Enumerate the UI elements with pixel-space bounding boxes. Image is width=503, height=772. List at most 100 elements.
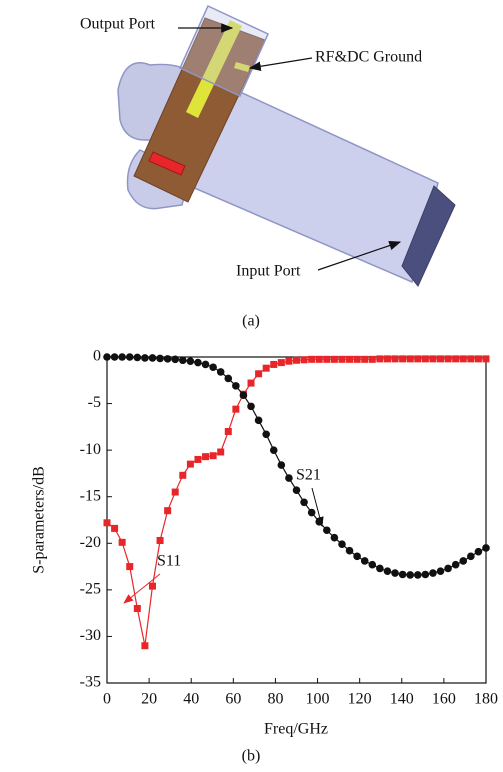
x-tick-label: 20 <box>141 691 157 708</box>
marker <box>179 356 187 364</box>
marker <box>414 571 422 579</box>
marker <box>346 547 354 555</box>
y-tick-label: -25 <box>80 581 101 598</box>
marker <box>384 567 392 575</box>
marker <box>323 526 331 534</box>
y-axis-label: S-parameters/dB <box>31 466 48 574</box>
marker <box>134 354 142 362</box>
marker <box>346 356 353 363</box>
marker <box>376 355 383 362</box>
marker <box>209 363 217 371</box>
marker <box>483 355 490 362</box>
marker <box>406 571 414 579</box>
x-tick-label: 140 <box>390 691 414 708</box>
marker <box>475 355 482 362</box>
marker <box>225 428 232 435</box>
marker <box>194 359 202 367</box>
marker <box>263 365 270 372</box>
marker <box>301 356 308 363</box>
marker <box>270 446 278 454</box>
marker <box>255 370 262 377</box>
marker <box>171 356 179 364</box>
marker <box>111 525 118 532</box>
x-axis-label: Freq/GHz <box>264 721 328 738</box>
marker <box>149 354 157 362</box>
marker <box>316 356 323 363</box>
marker <box>308 509 316 517</box>
marker <box>437 567 445 575</box>
marker <box>452 561 460 569</box>
x-tick-label: 40 <box>183 691 199 708</box>
marker <box>111 353 119 361</box>
marker <box>278 461 286 469</box>
marker <box>217 368 225 376</box>
y-tick-label: -35 <box>80 674 101 691</box>
marker <box>248 380 255 387</box>
figure: Output Port RF&DC Ground Input Port (a) … <box>0 0 503 772</box>
marker <box>460 355 467 362</box>
marker <box>399 571 407 579</box>
x-tick-label: 60 <box>225 691 241 708</box>
marker <box>164 355 172 363</box>
marker <box>126 353 134 361</box>
marker <box>270 361 277 368</box>
y-tick-label: -30 <box>80 627 101 644</box>
arrow <box>250 58 312 68</box>
x-tick-label: 160 <box>432 691 456 708</box>
marker <box>361 356 368 363</box>
marker <box>308 356 315 363</box>
marker <box>467 553 475 561</box>
marker <box>103 353 111 361</box>
marker <box>255 417 263 425</box>
marker <box>338 540 346 548</box>
marker <box>361 557 369 565</box>
marker <box>331 534 339 542</box>
marker <box>323 356 330 363</box>
x-tick-label: 0 <box>103 691 111 708</box>
marker <box>285 474 293 482</box>
marker <box>293 357 300 364</box>
marker <box>240 391 248 399</box>
marker <box>157 537 164 544</box>
marker <box>141 354 149 362</box>
label: Input Port <box>236 263 301 280</box>
marker <box>187 357 195 365</box>
x-tick-label: 180 <box>474 691 498 708</box>
marker <box>217 449 224 456</box>
marker <box>422 355 429 362</box>
marker <box>459 557 467 565</box>
marker <box>118 353 126 361</box>
marker <box>437 355 444 362</box>
marker <box>187 461 194 468</box>
marker <box>278 359 285 366</box>
marker <box>104 519 111 526</box>
marker <box>210 452 217 459</box>
marker <box>452 355 459 362</box>
x-tick-label: 80 <box>267 691 283 708</box>
label: RF&DC Ground <box>315 49 422 66</box>
marker <box>262 431 270 439</box>
y-tick-label: 0 <box>93 348 101 365</box>
marker <box>354 356 361 363</box>
marker <box>232 406 239 413</box>
marker <box>338 356 345 363</box>
marker <box>429 569 437 577</box>
x-tick-label: 100 <box>306 691 330 708</box>
marker <box>202 361 210 369</box>
marker <box>482 544 490 552</box>
marker <box>399 355 406 362</box>
marker <box>224 375 232 383</box>
x-tick-label: 120 <box>348 691 372 708</box>
plot-frame <box>107 357 486 683</box>
marker <box>149 583 156 590</box>
marker <box>293 486 301 494</box>
marker <box>384 355 391 362</box>
marker <box>376 565 384 573</box>
marker <box>172 489 179 496</box>
caption: (b) <box>242 748 261 765</box>
marker <box>331 356 338 363</box>
y-tick-label: -5 <box>88 394 101 411</box>
marker <box>202 453 209 460</box>
marker <box>134 605 141 612</box>
marker <box>353 553 361 561</box>
